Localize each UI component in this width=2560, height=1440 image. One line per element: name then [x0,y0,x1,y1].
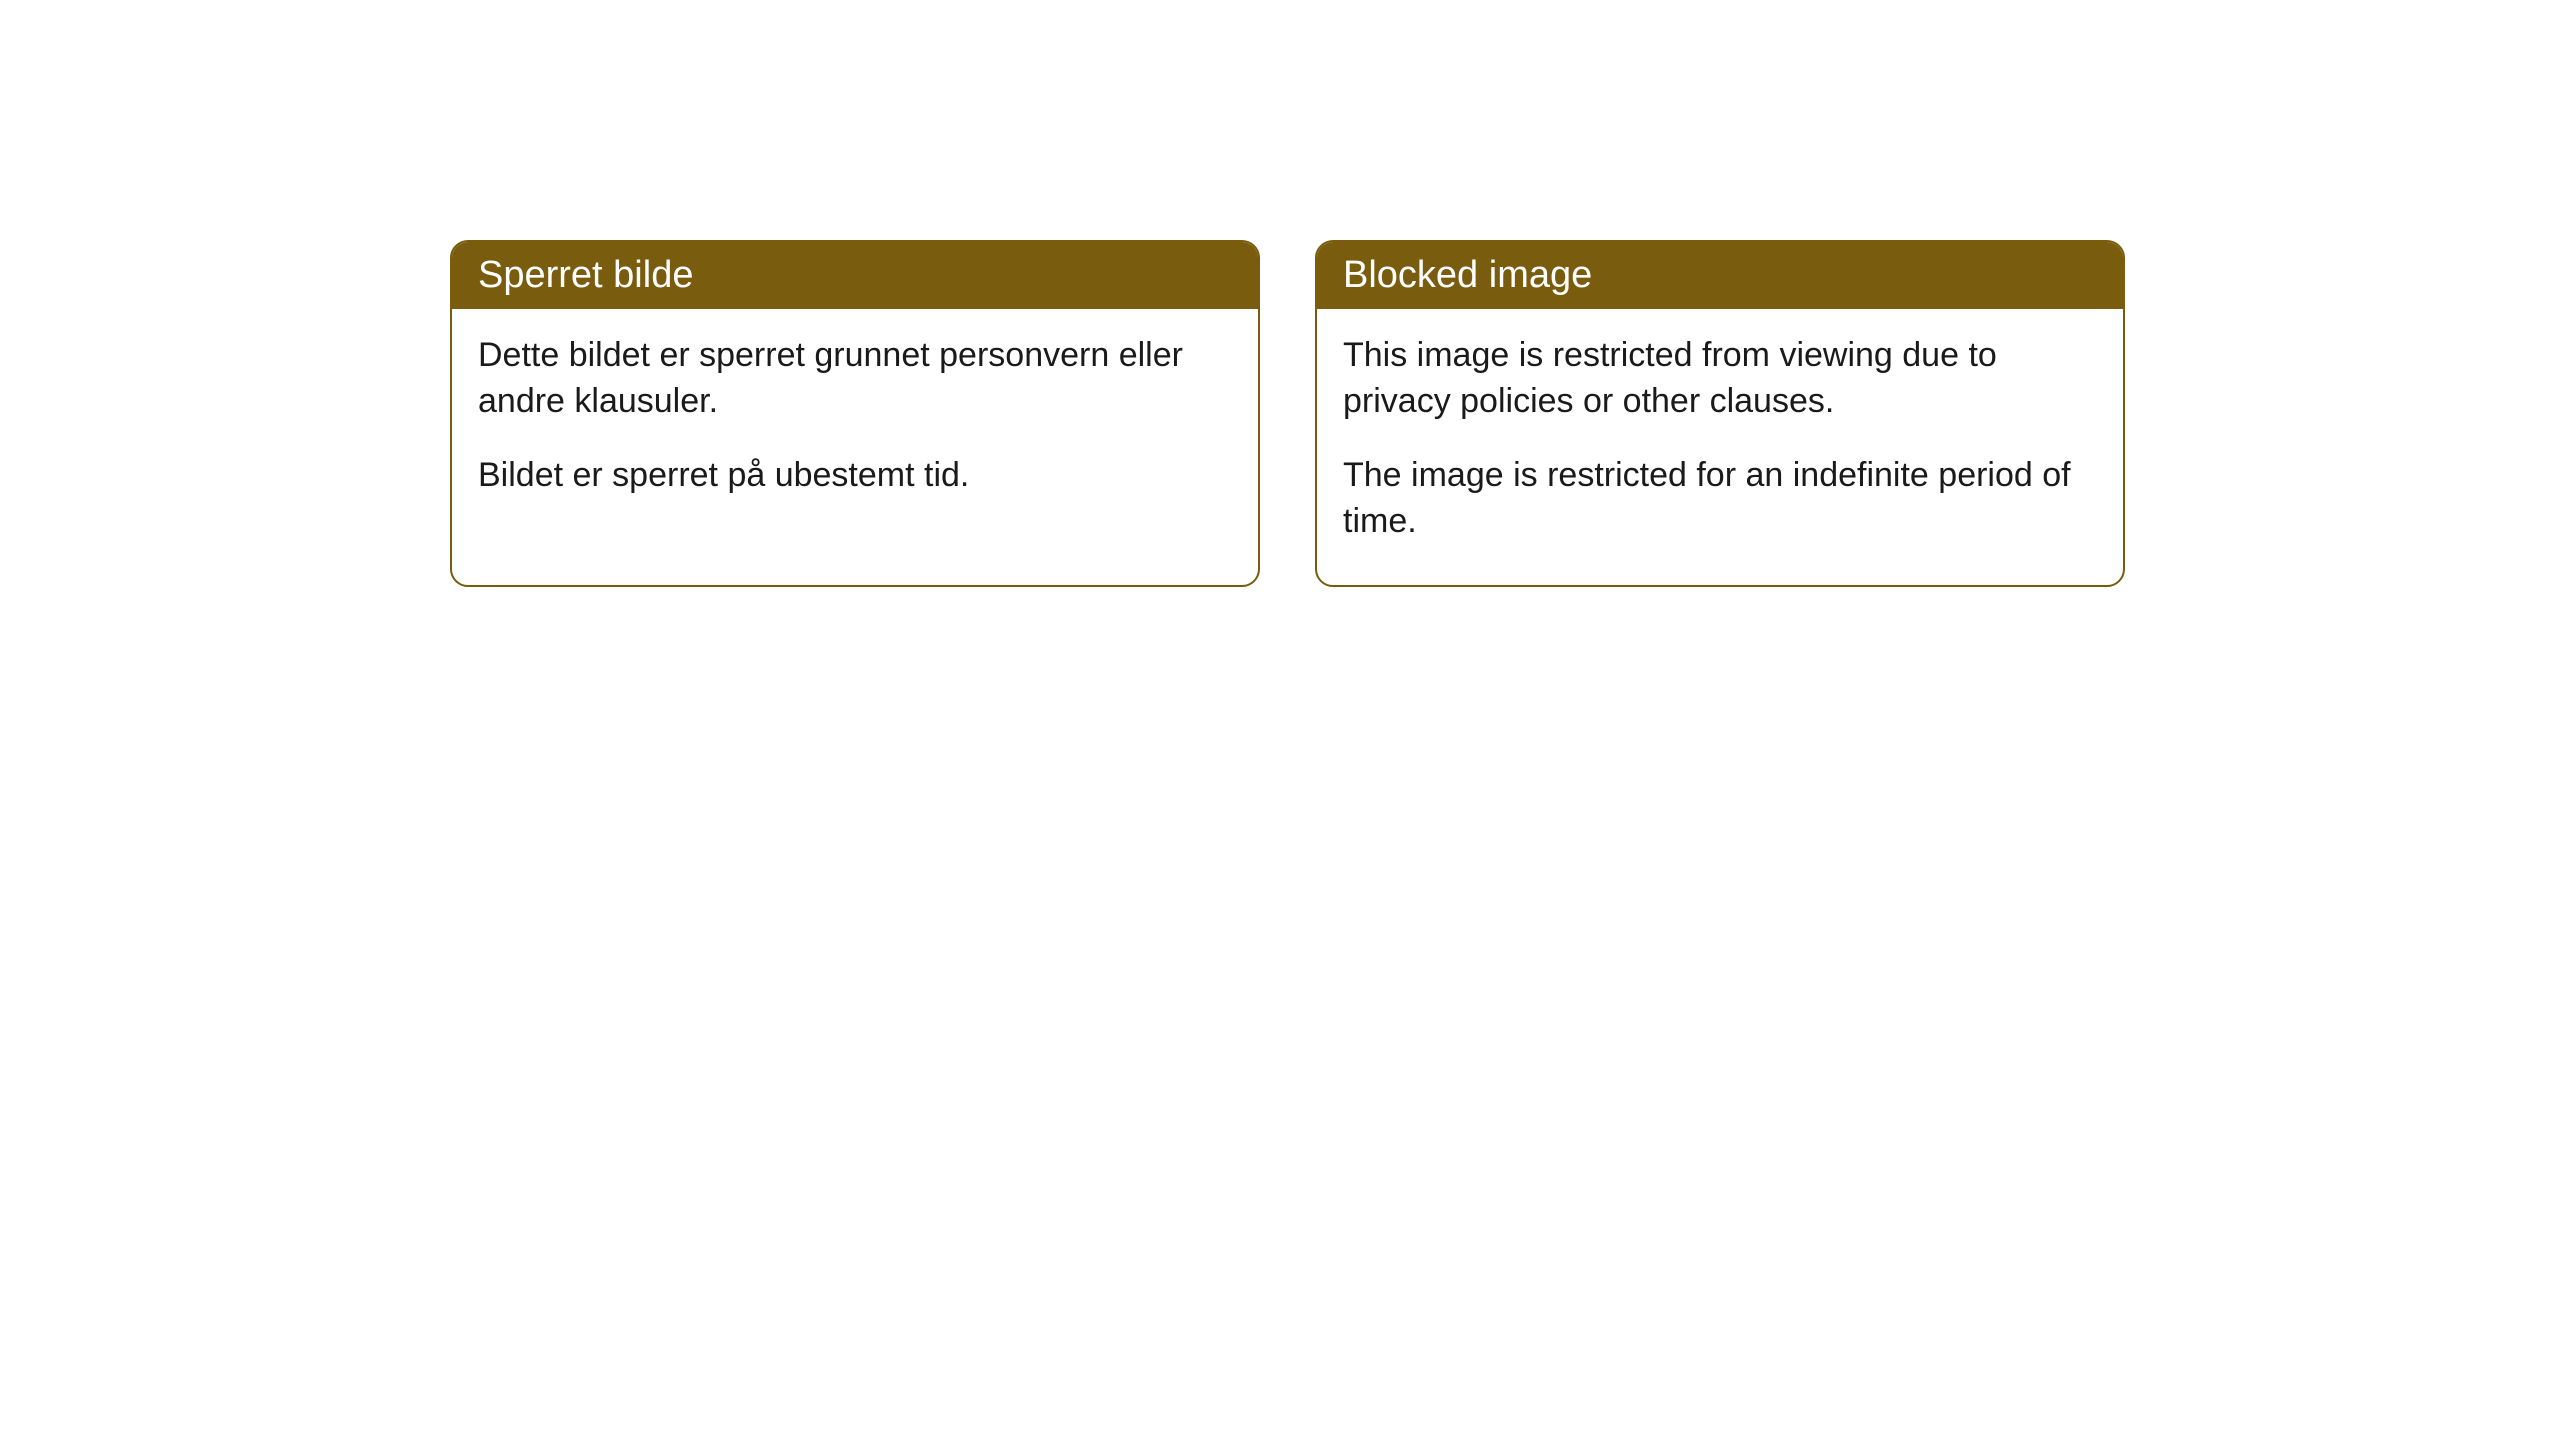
notice-card-english: Blocked image This image is restricted f… [1315,240,2125,587]
card-title: Sperret bilde [478,254,693,296]
card-body-norwegian: Dette bildet er sperret grunnet personve… [452,309,1258,539]
notice-cards-container: Sperret bilde Dette bildet er sperret gr… [450,240,2125,587]
card-paragraph: The image is restricted for an indefinit… [1343,453,2097,545]
card-paragraph: This image is restricted from viewing du… [1343,333,2097,425]
card-paragraph: Dette bildet er sperret grunnet personve… [478,333,1232,425]
card-paragraph: Bildet er sperret på ubestemt tid. [478,453,1232,499]
card-body-english: This image is restricted from viewing du… [1317,309,2123,585]
card-header-english: Blocked image [1317,242,2123,309]
notice-card-norwegian: Sperret bilde Dette bildet er sperret gr… [450,240,1260,587]
card-title: Blocked image [1343,254,1592,296]
card-header-norwegian: Sperret bilde [452,242,1258,309]
